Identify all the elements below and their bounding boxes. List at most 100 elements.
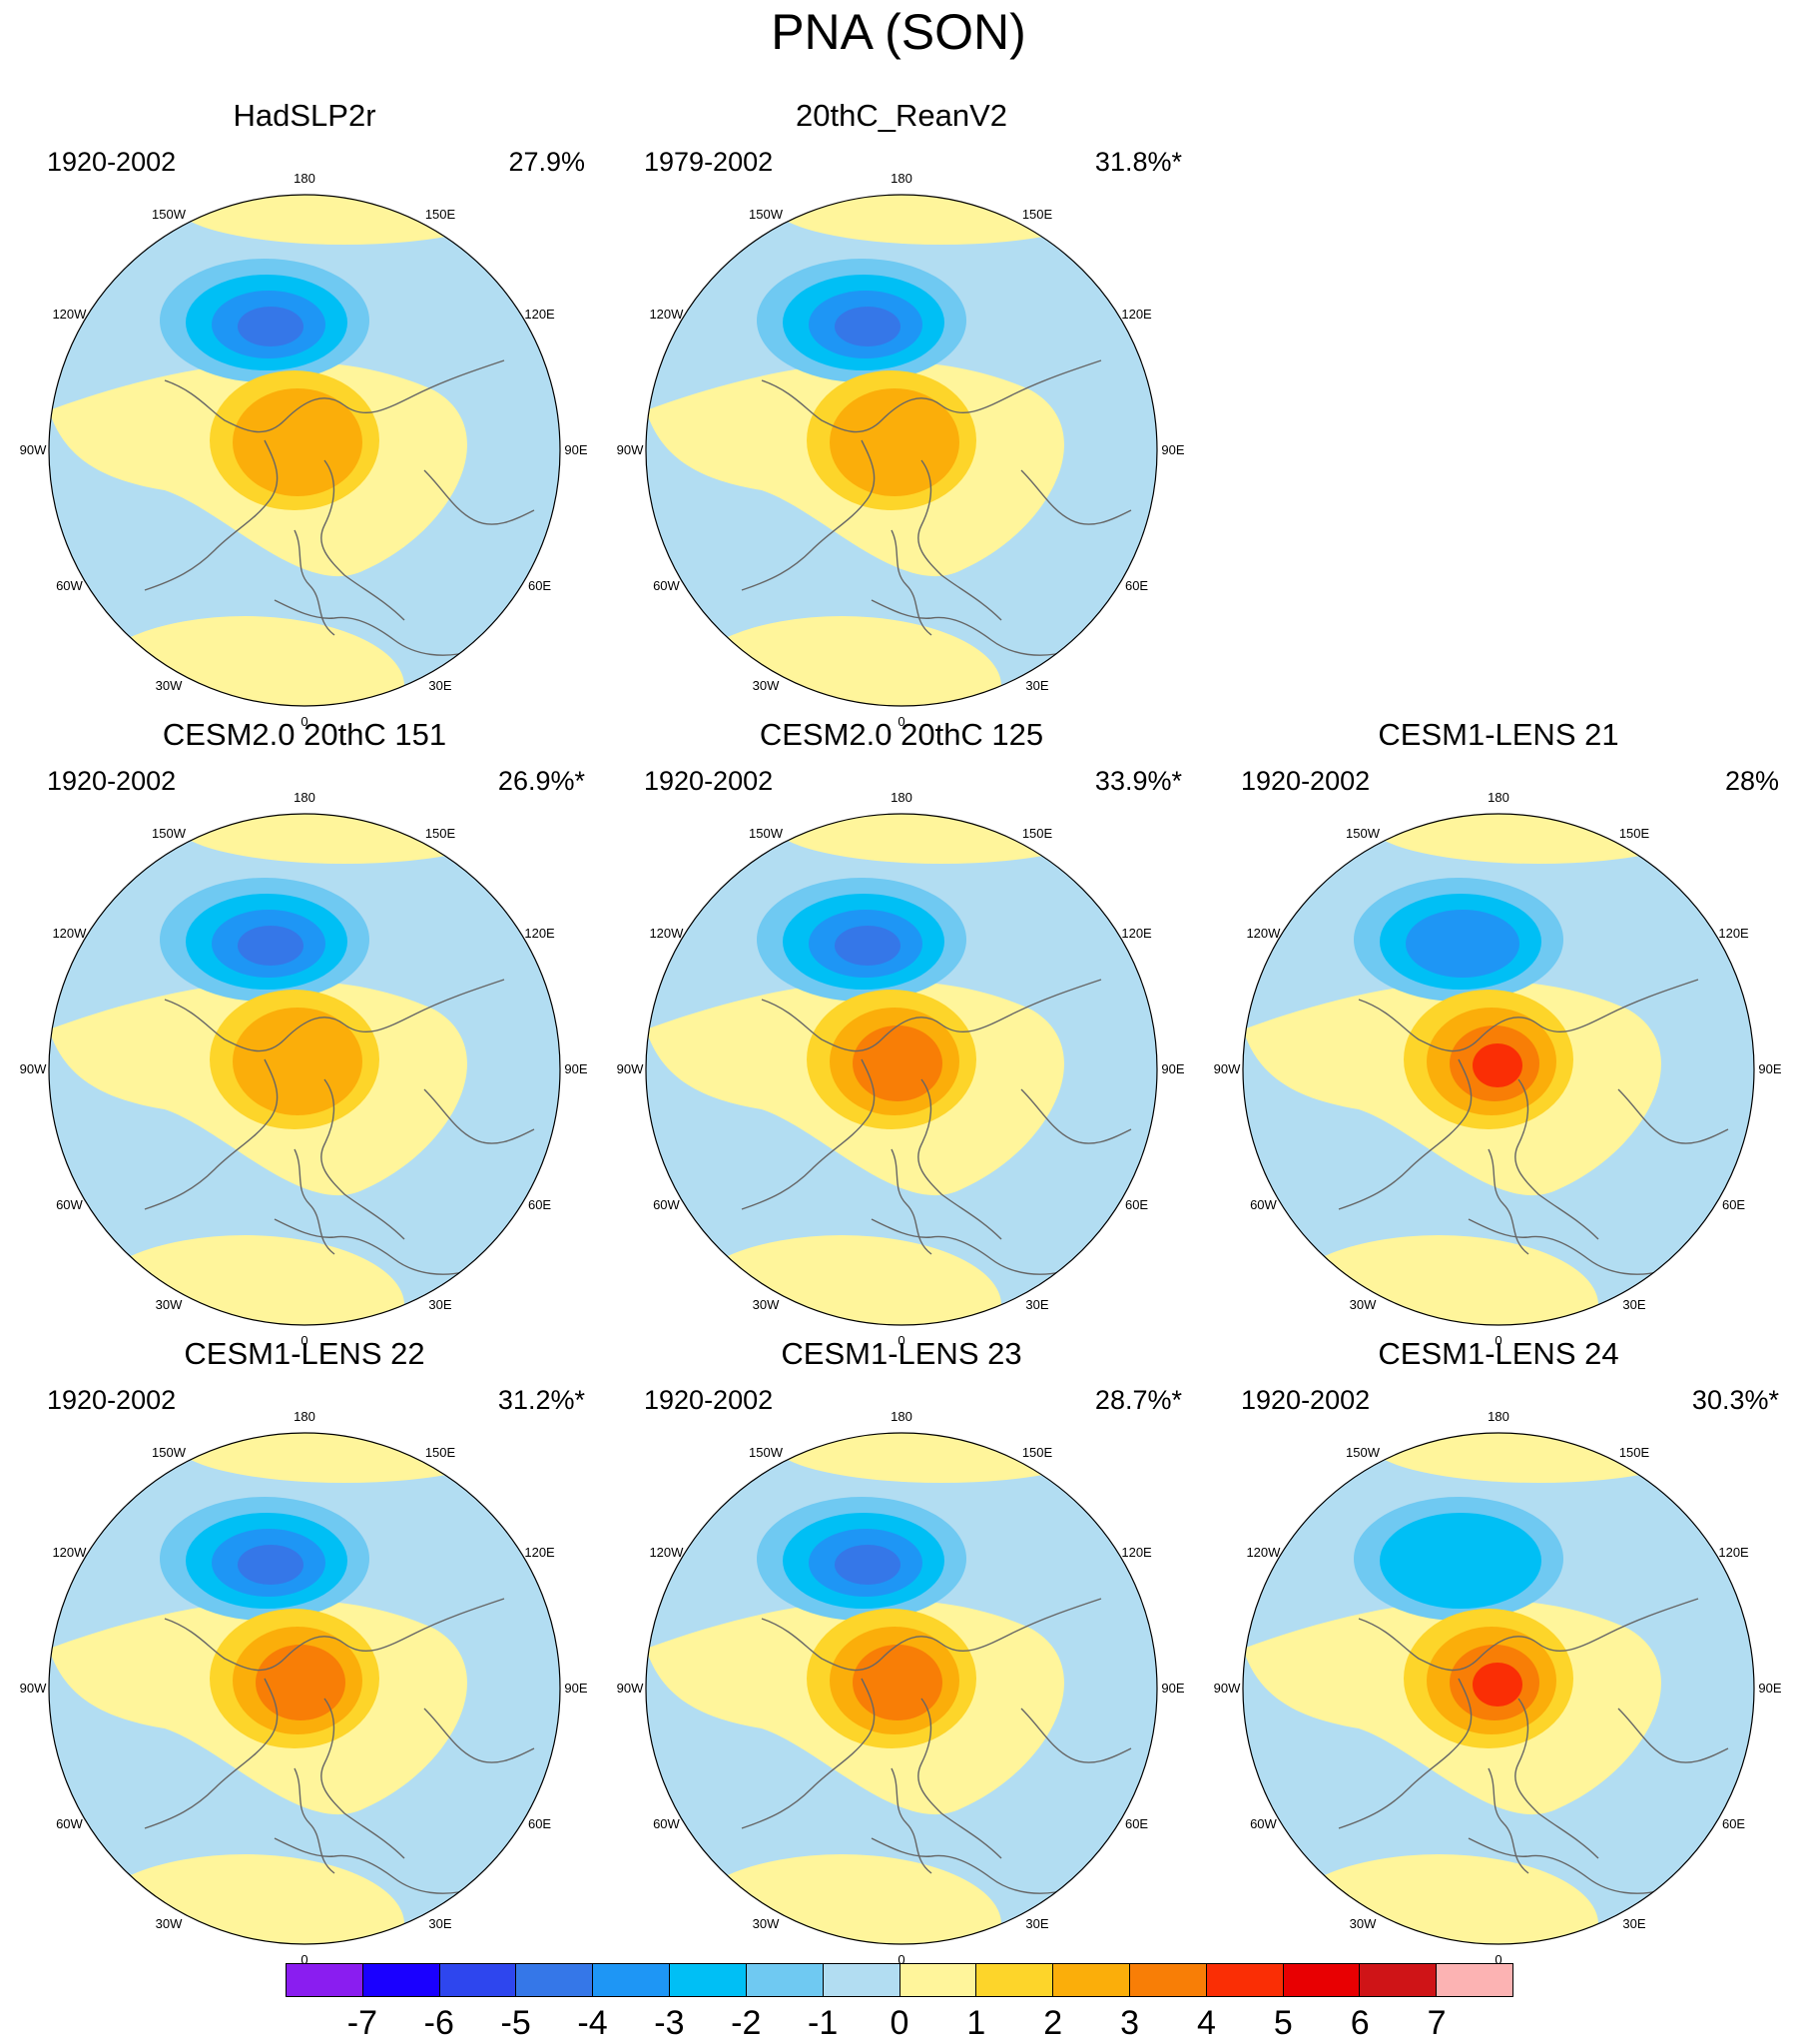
contour-negative bbox=[835, 926, 900, 966]
longitude-label: 30W bbox=[1349, 1915, 1377, 1931]
colorbar-tick: 2 bbox=[1043, 2004, 1063, 2042]
polar-map bbox=[1242, 1432, 1755, 1945]
longitude-label: 30W bbox=[155, 677, 183, 693]
coastline bbox=[917, 459, 1002, 621]
contour-negative bbox=[238, 1545, 303, 1585]
contour-negative bbox=[1380, 1513, 1541, 1609]
field-positive-region bbox=[772, 195, 1111, 245]
colorbar-swatch bbox=[593, 1964, 671, 1996]
coastline bbox=[891, 1767, 932, 1874]
field-positive-region bbox=[175, 195, 514, 245]
panel-percent: 31.2%* bbox=[497, 1385, 585, 1415]
panel-title: CESM1-LENS 22 bbox=[184, 1336, 425, 1371]
longitude-label: 0 bbox=[898, 1952, 905, 1967]
panel-period: 1920-2002 bbox=[1241, 1385, 1371, 1415]
coastline bbox=[761, 979, 1102, 1052]
longitude-label: 180 bbox=[891, 1409, 912, 1424]
longitude-label: 120E bbox=[1718, 1545, 1749, 1560]
longitude-label: 150W bbox=[152, 207, 186, 223]
longitude-label: 30W bbox=[752, 1296, 780, 1312]
colorbar-swatch bbox=[976, 1964, 1054, 1996]
panel-title: CESM1-LENS 24 bbox=[1378, 1336, 1619, 1371]
longitude-label: 120W bbox=[649, 926, 684, 941]
longitude-label: 150W bbox=[749, 826, 783, 842]
coastline bbox=[761, 1598, 1102, 1672]
polar-map bbox=[645, 194, 1158, 707]
map-panel: CESM1-LENS 21 1920-2002 28% 180 150E 120E 9… bbox=[1204, 715, 1793, 1348]
longitude-label: 120E bbox=[524, 307, 555, 322]
coastline bbox=[1468, 1837, 1669, 1894]
longitude-label: 120E bbox=[1121, 1545, 1152, 1560]
colorbar-tick: 5 bbox=[1273, 2004, 1293, 2042]
colorbar-swatch bbox=[1053, 1964, 1130, 1996]
longitude-label: 30E bbox=[1622, 1915, 1646, 1931]
coastline bbox=[741, 439, 876, 591]
map-panel: CESM2.0 20thC 125 1920-2002 33.9%* 180 15… bbox=[607, 715, 1196, 1348]
longitude-label: 120W bbox=[1246, 926, 1281, 941]
longitude-label: 60W bbox=[56, 1197, 83, 1212]
field-positive-region bbox=[175, 814, 514, 864]
colorbar-swatch bbox=[823, 1964, 900, 1996]
field-positive-region bbox=[1279, 1235, 1598, 1325]
coastline bbox=[871, 599, 1072, 656]
map-panel: CESM1-LENS 23 1920-2002 28.7%* 180 150E 12… bbox=[607, 1334, 1196, 1967]
panel-percent: 26.9%* bbox=[497, 766, 585, 796]
longitude-label: 0 bbox=[1495, 1952, 1502, 1967]
longitude-label: 90E bbox=[1161, 1061, 1185, 1076]
contour-positive bbox=[853, 1645, 942, 1720]
longitude-label: 30E bbox=[428, 1915, 452, 1931]
longitude-label: 150E bbox=[1021, 1445, 1053, 1461]
longitude-label: 150E bbox=[1618, 1445, 1650, 1461]
polar-map bbox=[48, 813, 561, 1326]
longitude-label: 90E bbox=[1758, 1061, 1782, 1076]
coastline bbox=[891, 529, 932, 636]
panel-percent: 33.9%* bbox=[1094, 766, 1182, 796]
panel-period: 1920-2002 bbox=[47, 766, 177, 796]
panel-title: CESM1-LENS 23 bbox=[781, 1336, 1022, 1371]
longitude-label: 90W bbox=[616, 1061, 644, 1076]
colorbar-swatch bbox=[1283, 1964, 1361, 1996]
panel-title: CESM1-LENS 21 bbox=[1378, 717, 1619, 752]
longitude-label: 150E bbox=[424, 207, 456, 223]
panel-percent: 28.7%* bbox=[1094, 1385, 1182, 1415]
longitude-label: 30E bbox=[1025, 677, 1049, 693]
colorbar-swatch bbox=[516, 1964, 594, 1996]
field-positive-region bbox=[682, 1854, 1001, 1944]
longitude-label: 60E bbox=[1721, 1816, 1746, 1831]
longitude-label: 30W bbox=[1349, 1296, 1377, 1312]
field-positive-region bbox=[1369, 814, 1708, 864]
field-positive-region bbox=[772, 1433, 1111, 1483]
colorbar-tick: -6 bbox=[423, 2004, 454, 2042]
map-panel: CESM2.0 20thC 151 1920-2002 26.9%* 180 15… bbox=[10, 715, 599, 1348]
longitude-label: 120E bbox=[1718, 926, 1749, 941]
map-boundary bbox=[48, 194, 561, 707]
longitude-label: 90W bbox=[19, 442, 47, 457]
coastline bbox=[274, 599, 475, 656]
colorbar-tick: -3 bbox=[654, 2004, 685, 2042]
longitude-label: 60W bbox=[56, 1816, 83, 1831]
longitude-label: 120W bbox=[649, 307, 684, 322]
longitude-label: 0 bbox=[898, 714, 905, 729]
longitude-label: 30W bbox=[155, 1296, 183, 1312]
longitude-label: 60E bbox=[527, 1197, 552, 1212]
longitude-label: 0 bbox=[1495, 1333, 1502, 1348]
field-positive-region bbox=[772, 814, 1111, 864]
longitude-label: 150W bbox=[1346, 1445, 1380, 1461]
coastline bbox=[144, 1058, 279, 1210]
longitude-label: 150E bbox=[1021, 826, 1053, 842]
longitude-label: 120W bbox=[52, 307, 87, 322]
colorbar-swatch bbox=[746, 1964, 824, 1996]
colorbar-tick: 7 bbox=[1427, 2004, 1447, 2042]
longitude-label: 30E bbox=[1025, 1296, 1049, 1312]
longitude-label: 30E bbox=[428, 677, 452, 693]
longitude-label: 90W bbox=[19, 1681, 47, 1696]
coastline bbox=[320, 1078, 405, 1240]
longitude-label: 180 bbox=[294, 790, 315, 805]
contour-negative bbox=[238, 926, 303, 966]
longitude-label: 180 bbox=[294, 171, 315, 186]
contour-positive bbox=[256, 1645, 345, 1720]
field-positive-region bbox=[682, 616, 1001, 706]
colorbar-tick: 3 bbox=[1120, 2004, 1140, 2042]
map-boundary bbox=[645, 1432, 1158, 1945]
coastline bbox=[1338, 1678, 1473, 1829]
